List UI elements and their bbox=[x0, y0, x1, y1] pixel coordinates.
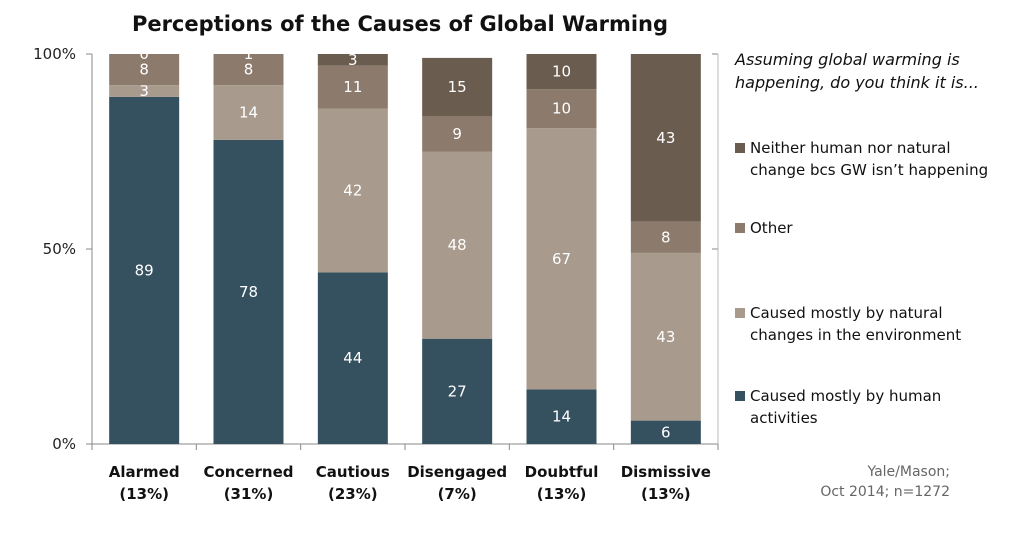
x-category-label: Doubtful bbox=[525, 463, 599, 481]
bar-segment bbox=[109, 54, 180, 86]
chart-title: Perceptions of the Causes of Global Warm… bbox=[131, 12, 669, 36]
data-label: 44 bbox=[343, 349, 362, 367]
bar-segment bbox=[630, 54, 701, 222]
y-tick-label: 0% bbox=[52, 435, 76, 453]
data-label: 10 bbox=[552, 63, 571, 81]
x-category-label: Cautious bbox=[316, 463, 390, 481]
bar-segment bbox=[422, 116, 493, 152]
bar-segment bbox=[422, 338, 493, 444]
data-label: 15 bbox=[448, 78, 467, 96]
bar-segment bbox=[213, 54, 284, 86]
data-label: 8 bbox=[661, 228, 671, 246]
bar-segment bbox=[526, 389, 597, 444]
data-label: 9 bbox=[452, 125, 462, 143]
y-tick-label: 50% bbox=[43, 240, 76, 258]
data-label: 89 bbox=[135, 261, 154, 279]
data-label: 8 bbox=[139, 61, 149, 79]
data-label: 27 bbox=[448, 382, 467, 400]
bar-segment bbox=[630, 252, 701, 421]
x-category-label: (13%) bbox=[119, 485, 169, 503]
bar-segment bbox=[526, 54, 597, 90]
data-label: 67 bbox=[552, 250, 571, 268]
data-label: 1 bbox=[244, 45, 254, 63]
bar-segment bbox=[317, 272, 388, 444]
legend-swatch-neither bbox=[735, 143, 745, 153]
y-tick-label: 100% bbox=[33, 45, 76, 63]
data-label: 42 bbox=[343, 182, 362, 200]
data-label: 14 bbox=[552, 408, 571, 426]
bar-segment bbox=[317, 54, 388, 66]
legend-swatch-natural bbox=[735, 308, 745, 318]
data-label: 43 bbox=[656, 129, 675, 147]
bar-segment bbox=[630, 420, 701, 444]
bar-segment bbox=[109, 85, 180, 97]
legend-label-neither: Neither human nor natural change bcs GW … bbox=[750, 139, 989, 179]
bar-segment bbox=[317, 108, 388, 273]
x-category-label: (23%) bbox=[328, 485, 378, 503]
source-line-1: Yale/Mason; bbox=[867, 464, 950, 480]
legend-swatch-other bbox=[735, 223, 745, 233]
bar-segment bbox=[422, 57, 493, 117]
x-category-label: Disengaged bbox=[407, 463, 507, 481]
bar-segment bbox=[213, 139, 284, 445]
x-category-label: Dismissive bbox=[621, 463, 711, 481]
x-category-label: Concerned bbox=[203, 463, 293, 481]
data-label: 6 bbox=[661, 423, 671, 441]
x-category-label: (13%) bbox=[537, 485, 587, 503]
legend-label-natural: Caused mostly by natural changes in the … bbox=[750, 304, 962, 344]
data-label: 10 bbox=[552, 100, 571, 118]
legend-swatch-human bbox=[735, 391, 745, 401]
data-label: 0 bbox=[139, 45, 149, 63]
x-category-label: (7%) bbox=[438, 485, 477, 503]
legend-title: Assuming global warming is happening, do… bbox=[735, 50, 979, 92]
bar-segment bbox=[526, 89, 597, 129]
data-label: 14 bbox=[239, 104, 258, 122]
bar-segment bbox=[526, 128, 597, 390]
data-label: 43 bbox=[656, 328, 675, 346]
bar-segment bbox=[213, 85, 284, 140]
x-category-label: Alarmed bbox=[109, 463, 180, 481]
bar-segment bbox=[317, 65, 388, 109]
legend-label-other: Other bbox=[750, 219, 793, 237]
data-label: 11 bbox=[343, 78, 362, 96]
data-label: 78 bbox=[239, 283, 258, 301]
data-label: 8 bbox=[244, 61, 254, 79]
bar-segment bbox=[109, 96, 180, 445]
x-category-label: (31%) bbox=[224, 485, 274, 503]
stacked-bar-chart: 0%50%100%89380Alarmed(13%)781481Concerne… bbox=[33, 45, 719, 503]
legend-label-human: Caused mostly by human activities bbox=[750, 387, 942, 427]
source-note: Yale/Mason; Oct 2014; n=1272 bbox=[790, 462, 950, 502]
data-label: 3 bbox=[348, 51, 358, 69]
bar-segment bbox=[422, 151, 493, 339]
source-line-2: Oct 2014; n=1272 bbox=[820, 484, 950, 500]
bar-segment bbox=[630, 221, 701, 253]
data-label: 3 bbox=[139, 82, 149, 100]
x-category-label: (13%) bbox=[641, 485, 691, 503]
data-label: 48 bbox=[448, 236, 467, 254]
